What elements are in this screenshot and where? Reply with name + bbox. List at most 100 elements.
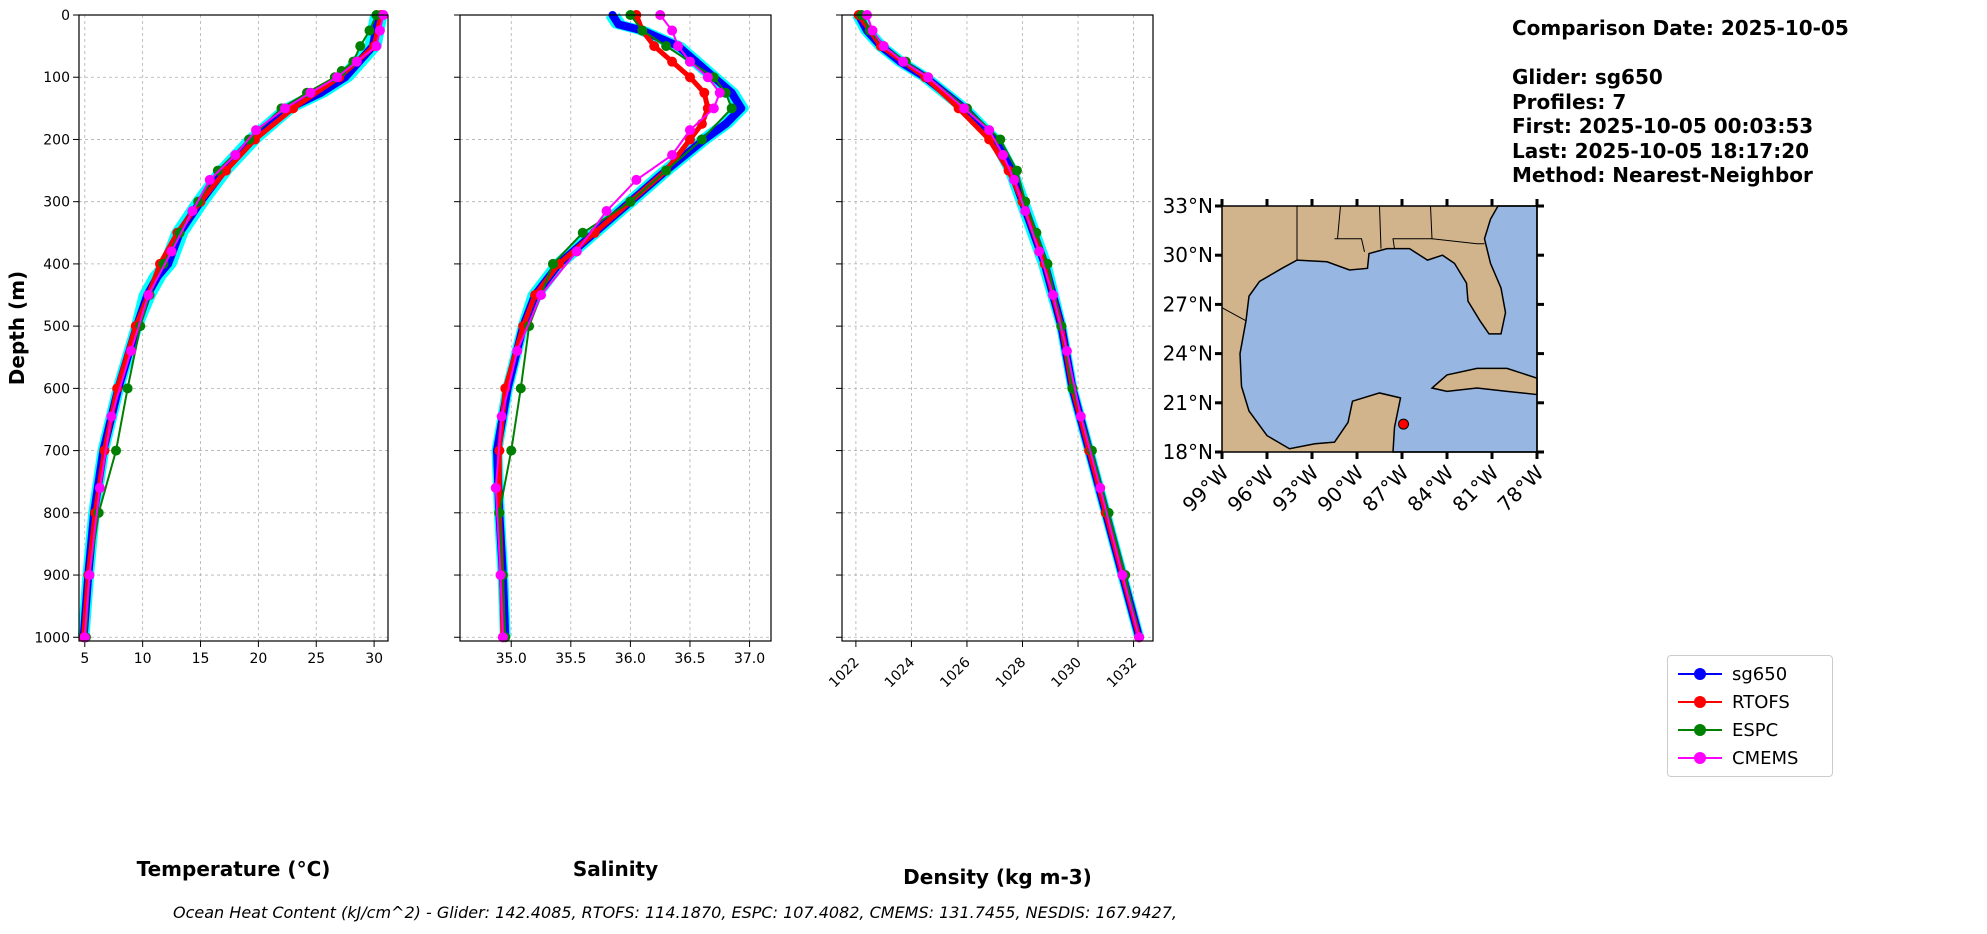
data-point-espc [506,445,517,456]
data-point-cmems [187,206,198,217]
data-point-cmems [79,632,90,643]
x-tick-label: 1030 [1048,655,1085,692]
border-line [1221,307,1247,322]
data-point-cmems [959,103,970,114]
data-point-espc [494,507,505,518]
data-point-cmems [601,206,612,217]
first-time: First: 2025-10-05 00:03:53 [1512,114,1814,138]
data-point-cmems [684,125,695,136]
data-point-espc [661,165,672,176]
x-axis-label: Density (kg m-3) [903,865,1092,889]
data-point-cmems [512,346,523,357]
data-point-cmems [371,41,382,52]
y-tick-label: 300 [43,195,70,211]
data-point-rtofs [220,165,231,176]
data-point-cmems [204,174,215,185]
data-point-espc [515,383,526,394]
x-tick-label: 35.5 [555,651,586,667]
data-point-espc [577,227,588,238]
data-point-rtofs [649,41,660,52]
data-point-cmems [1075,411,1086,422]
data-point-cmems [1061,346,1072,357]
x-tick-label: 1024 [882,654,919,691]
y-tick-label: 800 [43,506,70,522]
data-point-espc [661,41,672,52]
data-point-cmems [94,482,105,493]
data-point-espc [93,507,104,518]
data-point-cmems [998,150,1009,161]
map-x-tick-label: 87°W [1358,460,1414,516]
legend-label: RTOFS [1732,691,1790,713]
map-y-tick-label: 24°N [1163,342,1213,366]
axes-frame [78,14,389,642]
data-point-cmems [631,174,642,185]
data-point-espc [1011,165,1022,176]
data-point-cmems [143,290,154,301]
gulf-of-mexico [1239,205,1538,453]
series-line-cmems [866,14,1141,638]
data-point-cmems [1048,290,1059,301]
border-line [1392,205,1433,249]
legend-label: CMEMS [1732,747,1799,769]
data-point-cmems [332,72,343,83]
data-point-espc [637,25,648,36]
x-tick-label: 30 [365,651,383,667]
data-point-cmems [1117,570,1128,581]
legend-label: ESPC [1732,719,1779,741]
data-point-espc [355,41,366,52]
data-point-cmems [714,87,725,98]
x-tick-label: 15 [192,651,210,667]
legend-swatch [1678,664,1722,684]
border-line [1337,205,1341,239]
y-tick-label: 1000 [34,630,70,646]
border-line [1334,238,1365,253]
info-text: Comparison Date: 2025-10-05 Glider: sg65… [1512,16,1849,188]
y-axis-label: Depth (m) [5,271,29,385]
y-tick-label: 200 [43,132,70,148]
data-point-cmems [878,41,889,52]
legend-item-rtofs: RTOFS [1668,688,1832,716]
data-point-cmems [305,87,316,98]
data-point-cmems [374,25,385,36]
data-point-cmems [898,56,909,67]
data-point-cmems [490,482,501,493]
border-line [1431,238,1485,245]
legend-swatch [1678,692,1722,712]
data-point-espc [547,258,558,269]
y-tick-label: 900 [43,568,70,584]
method: Method: Nearest-Neighbor [1512,163,1813,187]
data-point-cmems [667,25,678,36]
data-point-sg650 [614,20,623,29]
legend-swatch [1678,748,1722,768]
y-tick-label: 0 [61,8,70,24]
data-point-rtofs [684,72,695,83]
data-point-espc [995,134,1006,145]
data-point-cmems [667,150,678,161]
comparison-date: Comparison Date: 2025-10-05 [1512,16,1849,40]
data-point-rtofs [667,56,678,67]
map-x-tick-label: 93°W [1268,460,1324,516]
map-frame [1221,205,1538,453]
legend-item-sg650: sg650 [1668,660,1832,688]
data-point-cmems [280,103,290,114]
panel-3: 1022 1024 1026 1028 1030 1032 Density (kg m-3) [826,10,1154,889]
y-tick-label: 400 [43,257,70,273]
data-point-cmems [84,570,95,581]
data-point-espc [364,25,375,36]
data-point-cmems [1034,246,1045,257]
data-point-espc [122,383,133,394]
data-point-cmems [496,411,507,422]
x-tick-label: 25 [307,651,325,667]
data-point-cmems [984,125,995,136]
x-tick-label: 37.0 [734,651,765,667]
legend-label: sg650 [1732,663,1788,685]
axes-frame [459,14,772,642]
data-point-rtofs [984,134,995,145]
map-y-tick-label: 18°N [1163,440,1213,464]
panel-1: 5 10 15 20 25 3001002003004005006007008009001… [5,8,389,881]
data-point-cmems [497,632,508,643]
map: 99°W96°W93°W90°W87°W84°W81°W78°W 18°N 21°N… [1163,194,1549,517]
legend: sg650 RTOFS ESPC CMEMS [1667,655,1833,777]
data-point-cmems [867,25,878,36]
